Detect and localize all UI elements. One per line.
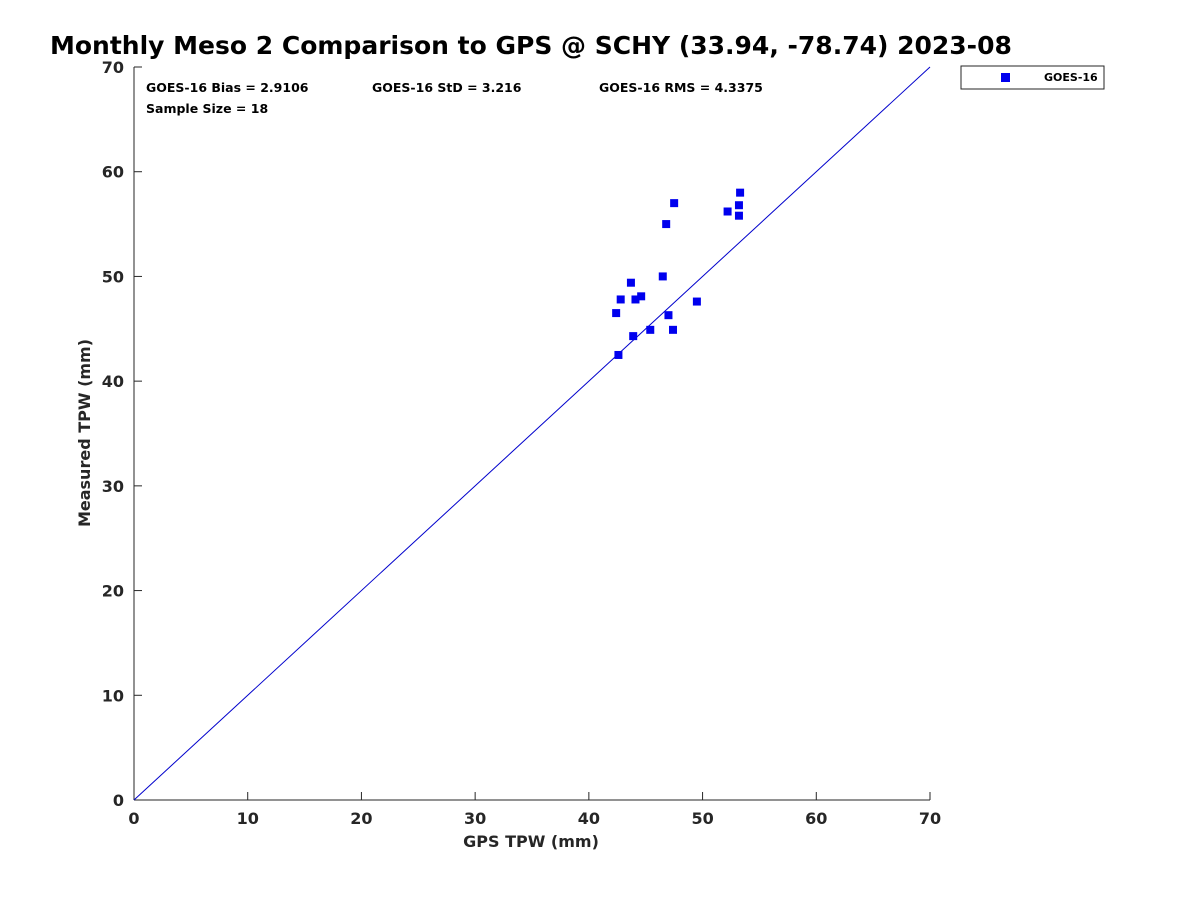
chart-title: Monthly Meso 2 Comparison to GPS @ SCHY … xyxy=(50,31,1012,60)
std-annotation: GOES-16 StD = 3.216 xyxy=(372,80,522,95)
x-tick-label: 20 xyxy=(350,809,372,828)
legend-label-goes16: GOES-16 xyxy=(1044,71,1098,84)
data-point xyxy=(692,297,701,306)
sample-size-annotation: Sample Size = 18 xyxy=(146,101,268,116)
data-point xyxy=(637,292,646,301)
y-tick-label: 60 xyxy=(102,163,124,182)
data-point xyxy=(658,272,667,281)
x-tick-label: 40 xyxy=(578,809,600,828)
legend-marker-square xyxy=(1001,73,1010,82)
x-tick-label: 0 xyxy=(128,809,139,828)
y-tick-label: 10 xyxy=(102,686,124,705)
y-ticks: 0 10 20 30 40 50 60 70 xyxy=(102,58,142,810)
data-point xyxy=(616,295,625,304)
data-point xyxy=(614,350,623,359)
data-point xyxy=(612,309,621,318)
data-point xyxy=(670,199,679,208)
data-point xyxy=(734,201,743,210)
rms-annotation: GOES-16 RMS = 4.3375 xyxy=(599,80,763,95)
data-point xyxy=(723,207,732,216)
x-ticks: 0 10 20 30 40 50 60 70 xyxy=(128,792,941,828)
x-tick-label: 60 xyxy=(805,809,827,828)
y-tick-label: 40 xyxy=(102,372,124,391)
data-point xyxy=(664,311,673,320)
y-tick-label: 70 xyxy=(102,58,124,77)
y-tick-label: 30 xyxy=(102,477,124,496)
x-axis-label: GPS TPW (mm) xyxy=(463,832,599,851)
legend: GOES-16 xyxy=(960,65,1105,90)
one-to-one-line xyxy=(133,66,931,801)
data-point xyxy=(629,332,638,341)
bias-annotation: GOES-16 Bias = 2.9106 xyxy=(146,80,309,95)
x-tick-label: 10 xyxy=(237,809,259,828)
plot-area: 0 10 20 30 40 50 60 70 0 10 20 30 40 50 60 70 GOES-16 … xyxy=(102,58,941,828)
x-tick-label: 30 xyxy=(464,809,486,828)
x-tick-label: 50 xyxy=(691,809,713,828)
data-points xyxy=(612,188,745,359)
data-point xyxy=(631,295,640,304)
y-axis-label: Measured TPW (mm) xyxy=(75,339,94,527)
reference-line-group xyxy=(133,66,931,801)
data-point xyxy=(646,325,655,334)
data-point xyxy=(662,220,671,229)
x-tick-label: 70 xyxy=(919,809,941,828)
y-tick-label: 20 xyxy=(102,582,124,601)
legend-box xyxy=(960,65,1105,90)
y-tick-label: 50 xyxy=(102,267,124,286)
y-tick-label: 0 xyxy=(113,791,124,810)
data-point xyxy=(669,325,678,334)
data-point xyxy=(626,278,635,287)
data-point xyxy=(736,188,745,197)
data-point xyxy=(734,211,743,220)
